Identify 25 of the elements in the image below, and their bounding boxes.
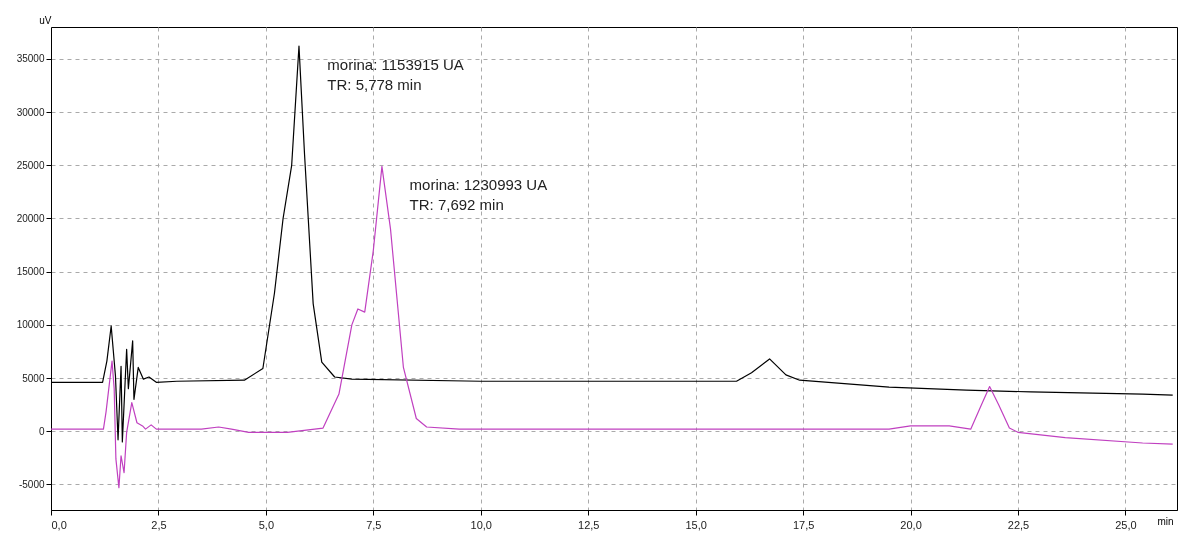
y-axis-title: uV — [39, 14, 52, 26]
x-axis-title: min — [1157, 515, 1174, 527]
x-tick-label: 25,0 — [1115, 518, 1137, 531]
y-tick-label: 0 — [38, 425, 45, 437]
y-tick-label: -5000 — [18, 478, 45, 490]
x-tick-label: 17,5 — [792, 518, 815, 531]
x-tick-label: 12,5 — [578, 518, 600, 531]
x-tick-label: 20,0 — [900, 518, 922, 531]
y-tick-label: 20000 — [16, 213, 45, 224]
y-tick-label: 15000 — [16, 266, 45, 278]
x-tick-label: 15,0 — [685, 518, 707, 531]
x-tick-label: 7,5 — [366, 518, 382, 531]
x-tick-label: 5,0 — [258, 518, 275, 531]
x-tick-label: 2,5 — [151, 518, 167, 531]
y-tick-label: 5000 — [22, 372, 45, 384]
x-tick-label: 0,0 — [51, 518, 67, 531]
annotation: morina: 1230993 UA TR: 7,692 min — [409, 176, 548, 214]
y-tick-label: 35000 — [16, 53, 45, 65]
x-tick-label: 10,0 — [470, 518, 492, 531]
y-tick-label: 25000 — [16, 159, 45, 171]
line-series — [51, 165, 1174, 489]
annotation: morina: 1153915 UA TR: 5,778 min — [327, 56, 464, 94]
x-tick-label: 22,5 — [1007, 518, 1030, 531]
y-tick-label: 30000 — [16, 106, 45, 118]
y-tick-label: 10000 — [16, 319, 45, 331]
